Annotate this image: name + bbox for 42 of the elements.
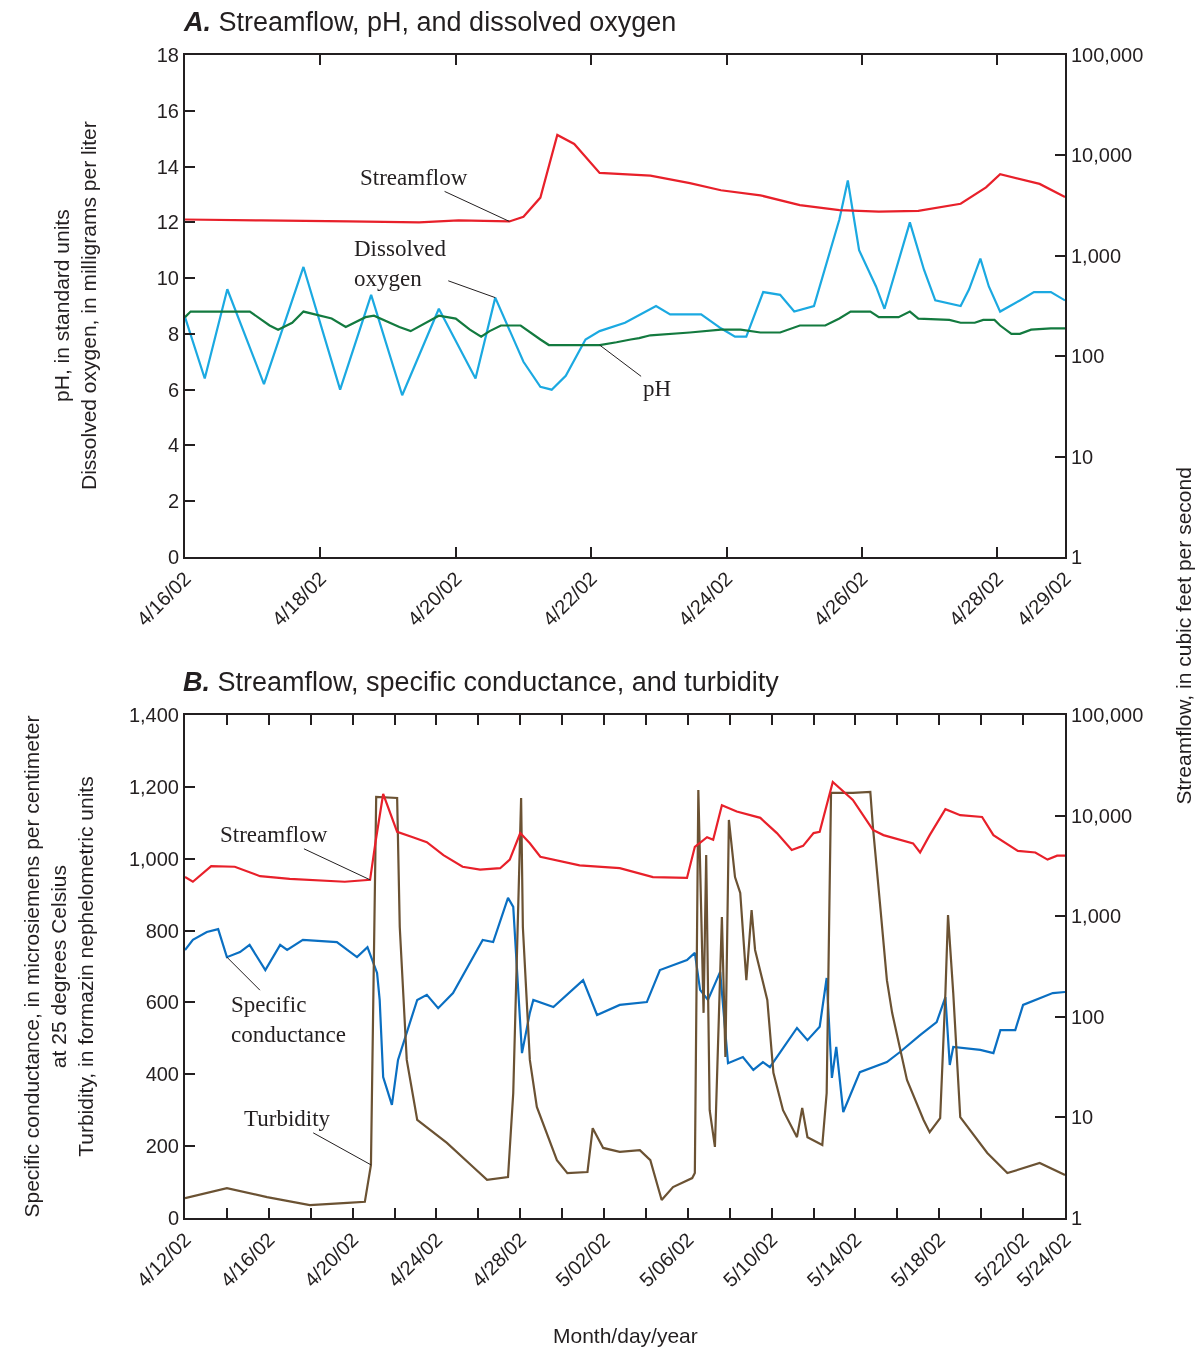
series-label: Specific conductance [231, 992, 346, 1047]
y-tick-label: 2 [167, 490, 179, 513]
y2-tick-label: 100 [1071, 345, 1105, 368]
y-tick-label: 400 [145, 1063, 179, 1086]
y-tick-label: 4 [167, 434, 179, 457]
chart-title: B. Streamflow, specific conductance, and turbidity [183, 667, 780, 697]
y2-axis-title: Streamflow, in cubic feet per second [1171, 467, 1195, 805]
y-tick-label: 0 [167, 546, 179, 568]
y-tick-label: 1,200 [128, 775, 179, 798]
y2-tick-label: 1 [1071, 546, 1083, 568]
y2-tick-label: 100,000 [1071, 44, 1144, 66]
series-label: Turbidity [244, 1106, 331, 1131]
y2-tick-label: 100,000 [1071, 704, 1144, 726]
y2-tick-label: 1 [1071, 1207, 1083, 1229]
x-axis-title: Month/day/year [553, 1324, 698, 1347]
y-axis-title: Specific conductance, in microsiemens per centimeter at 25 degrees Celsius Turbidity, in formazin nephelometric units [19, 715, 98, 1218]
y-tick-label: 14 [156, 155, 179, 178]
y-tick-label: 10 [156, 267, 179, 290]
y-tick-label: 8 [167, 322, 179, 345]
y-tick-label: 1,400 [128, 704, 179, 726]
y-axis-title: pH, in standard units Dissolved oxygen, in milligrams per liter [50, 121, 101, 490]
y-tick-label: 1,000 [128, 847, 179, 870]
y2-tick-label: 10 [1071, 445, 1094, 468]
y-tick-label: 600 [145, 991, 179, 1014]
y-tick-label: 200 [145, 1135, 179, 1158]
y2-tick-label: 1,000 [1071, 905, 1122, 928]
y2-tick-label: 1,000 [1071, 244, 1122, 267]
y-tick-label: 18 [156, 44, 179, 66]
y-tick-label: 0 [167, 1207, 179, 1229]
series-label: pH [643, 376, 672, 401]
y-tick-label: 6 [167, 378, 179, 401]
y2-tick-label: 100 [1071, 1005, 1105, 1028]
series-label: Streamflow [220, 822, 328, 847]
y2-tick-label: 10,000 [1071, 804, 1133, 827]
y-tick-label: 12 [156, 211, 179, 234]
y-tick-label: 16 [156, 99, 179, 122]
y-tick-label: 800 [145, 919, 179, 942]
chart-title: A. Streamflow, pH, and dissolved oxygen [183, 7, 677, 37]
y2-tick-label: 10,000 [1071, 144, 1133, 167]
series-label: Streamflow [360, 165, 468, 190]
y2-tick-label: 10 [1071, 1106, 1094, 1129]
series-label: Dissolved oxygen [354, 236, 447, 291]
